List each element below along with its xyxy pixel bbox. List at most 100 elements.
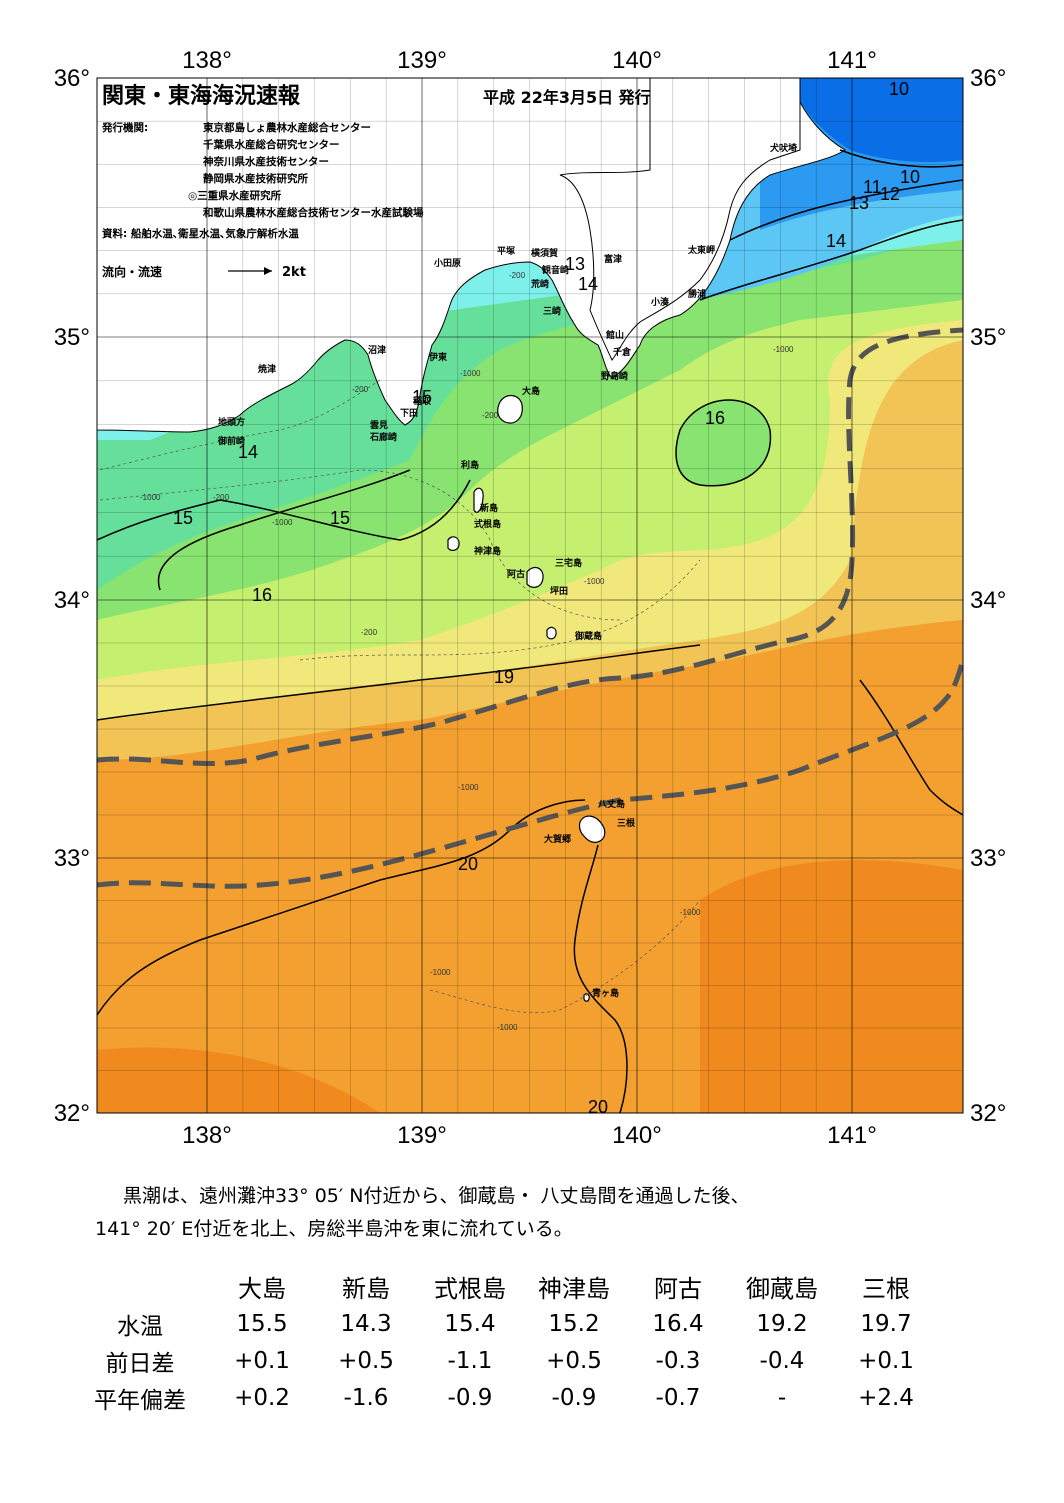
lon-label: 140° bbox=[612, 47, 662, 74]
place-label: 富津 bbox=[604, 253, 622, 265]
isotherm-label: 15 bbox=[330, 508, 350, 528]
land-kozushima bbox=[447, 536, 460, 551]
place-label: 大島 bbox=[522, 385, 540, 397]
zone-21-east bbox=[700, 860, 963, 1113]
map-header: 関東・東海海況速報 平成 22年3月5日 発行 発行機関: 東京都島しょ農林水産… bbox=[101, 83, 651, 280]
row-header: 平年偏差 bbox=[94, 1387, 186, 1414]
depth-label: -1000 bbox=[430, 968, 451, 977]
depth-contour-1000 bbox=[99, 469, 621, 621]
lat-label: 32° bbox=[54, 1100, 90, 1127]
depth-labels: -200 -200 -200 -200 -200 -1000 -1000 -10… bbox=[140, 271, 794, 1032]
land-miyakejima bbox=[526, 566, 544, 588]
place-label: 犬吠埼 bbox=[769, 142, 797, 154]
place-label: 阿古 bbox=[507, 568, 525, 580]
lat-label: 35° bbox=[54, 324, 90, 351]
lat-label: 32° bbox=[970, 1100, 1006, 1127]
depth-contour-200 bbox=[99, 379, 381, 471]
isotherm-label: 15 bbox=[173, 508, 193, 528]
isotherm-label: 20 bbox=[588, 1097, 608, 1117]
depth-label: -1000 bbox=[584, 577, 605, 586]
table-cell: 14.3 bbox=[340, 1310, 392, 1337]
place-label: 新島 bbox=[480, 502, 498, 514]
place-label: 利島 bbox=[460, 459, 479, 471]
place-label: 石廊崎 bbox=[369, 431, 397, 443]
table-header-row: 大島 新島 式根島 神津島 阿古 御蔵島 三根 bbox=[70, 1268, 938, 1305]
place-label: 下田 bbox=[400, 408, 418, 419]
kuroshio-branch bbox=[97, 327, 963, 766]
place-label: 野島崎 bbox=[601, 370, 628, 382]
column-header: 式根島 bbox=[434, 1275, 506, 1303]
depth-label: -1000 bbox=[140, 493, 161, 502]
land-areas bbox=[97, 78, 846, 1002]
issue-date: 平成 22年3月5日 発行 bbox=[483, 88, 651, 107]
publisher: 和歌山県農林水産総合技術センター水産試験場 bbox=[202, 206, 424, 219]
table-cell: -1.1 bbox=[447, 1347, 493, 1374]
zone-21-west bbox=[97, 1047, 380, 1113]
place-label: 青ヶ島 bbox=[592, 987, 619, 999]
zone-10 bbox=[790, 78, 963, 162]
depth-contour-1000b bbox=[299, 559, 701, 661]
column-header: 阿古 bbox=[654, 1275, 702, 1303]
place-label: 雲見 bbox=[370, 419, 388, 431]
place-label: 神津島 bbox=[474, 545, 501, 557]
place-label: 大賀郷 bbox=[544, 833, 571, 845]
depth-label: -1000 bbox=[680, 908, 701, 917]
table-cell: 15.5 bbox=[236, 1310, 288, 1337]
lat-label: 35° bbox=[970, 324, 1006, 351]
isotherm-label: 14 bbox=[578, 274, 598, 294]
land-mikurajima bbox=[546, 626, 557, 640]
table-row: 平年偏差 +0.2 -1.6 -0.9 -0.9 -0.7 - +2.4 bbox=[70, 1379, 938, 1416]
table-cell: -0.3 bbox=[655, 1347, 701, 1374]
place-label: 太東岬 bbox=[687, 244, 715, 256]
place-label: 式根島 bbox=[474, 518, 501, 530]
isotherm-label: 12 bbox=[880, 184, 900, 204]
lon-label: 139° bbox=[397, 47, 447, 74]
place-label: 伊東 bbox=[428, 351, 447, 363]
current-legend-label: 流向・流速 bbox=[102, 264, 162, 279]
isotherm-19 bbox=[97, 644, 701, 721]
data-source: 資料: 船舶水温､衛星水温､気象庁解析水温 bbox=[102, 227, 299, 240]
isotherm-label: 16 bbox=[252, 585, 272, 605]
table-cell: -1.6 bbox=[343, 1384, 389, 1411]
isotherm-label: 19 bbox=[494, 667, 514, 687]
kuroshio-path bbox=[97, 659, 963, 889]
lon-label: 138° bbox=[182, 1122, 232, 1149]
isotherm-value-labels: 10 10 11 12 13 14 13 14 15 14 15 15 16 1… bbox=[173, 79, 920, 1117]
sea-temperature-map: 138° 139° 140° 141° 138° 139° 140° 141° … bbox=[54, 47, 1007, 1149]
publisher: 神奈川県水産技術センター bbox=[203, 155, 329, 168]
table-cell: -0.9 bbox=[551, 1384, 597, 1411]
column-header: 大島 bbox=[238, 1275, 286, 1303]
isotherm-label: 14 bbox=[238, 442, 258, 462]
summary-line: 141° 20′ E付近を北上、房総半島沖を東に流れている。 bbox=[95, 1218, 573, 1240]
lon-label: 141° bbox=[827, 1122, 877, 1149]
isotherm-10 bbox=[839, 149, 963, 168]
summary-line: 黒潮は、遠州灘沖33° 05′ N付近から、御蔵島・ 八丈島間を通過した後、 bbox=[123, 1185, 750, 1207]
lon-labels-top: 138° 139° 140° 141° bbox=[182, 47, 877, 74]
isotherm-lines bbox=[97, 149, 963, 1113]
place-label: 御蔵島 bbox=[574, 630, 602, 642]
place-label: 勝浦 bbox=[688, 288, 706, 300]
land-hachijojima bbox=[578, 815, 606, 843]
table-corner bbox=[70, 1268, 210, 1305]
lon-labels-bottom: 138° 139° 140° 141° bbox=[182, 1122, 877, 1149]
minor-grid bbox=[97, 78, 963, 1113]
isotherm-label: 13 bbox=[565, 254, 585, 274]
table-cell: +0.5 bbox=[338, 1347, 394, 1374]
isotherm-label: 10 bbox=[889, 79, 909, 99]
table-cell: -0.9 bbox=[447, 1384, 493, 1411]
lat-label: 34° bbox=[54, 587, 90, 614]
publisher: 東京都島しょ農林水産総合センター bbox=[203, 121, 371, 134]
isotherm-label: 15 bbox=[412, 387, 432, 407]
isotherm-13 bbox=[729, 179, 963, 241]
place-label: 地頭方 bbox=[218, 416, 245, 428]
place-label: 観音崎 bbox=[542, 264, 569, 276]
lon-label: 139° bbox=[397, 1122, 447, 1149]
isotherm-label: 16 bbox=[705, 408, 725, 428]
lon-label: 140° bbox=[612, 1122, 662, 1149]
table-cell: +0.5 bbox=[546, 1347, 602, 1374]
isotherm-label: 10 bbox=[900, 167, 920, 187]
lat-label: 33° bbox=[970, 845, 1006, 872]
place-label: 横須賀 bbox=[531, 247, 558, 259]
depth-label: -1000 bbox=[497, 1023, 518, 1032]
depth-label: -200 bbox=[352, 385, 369, 394]
